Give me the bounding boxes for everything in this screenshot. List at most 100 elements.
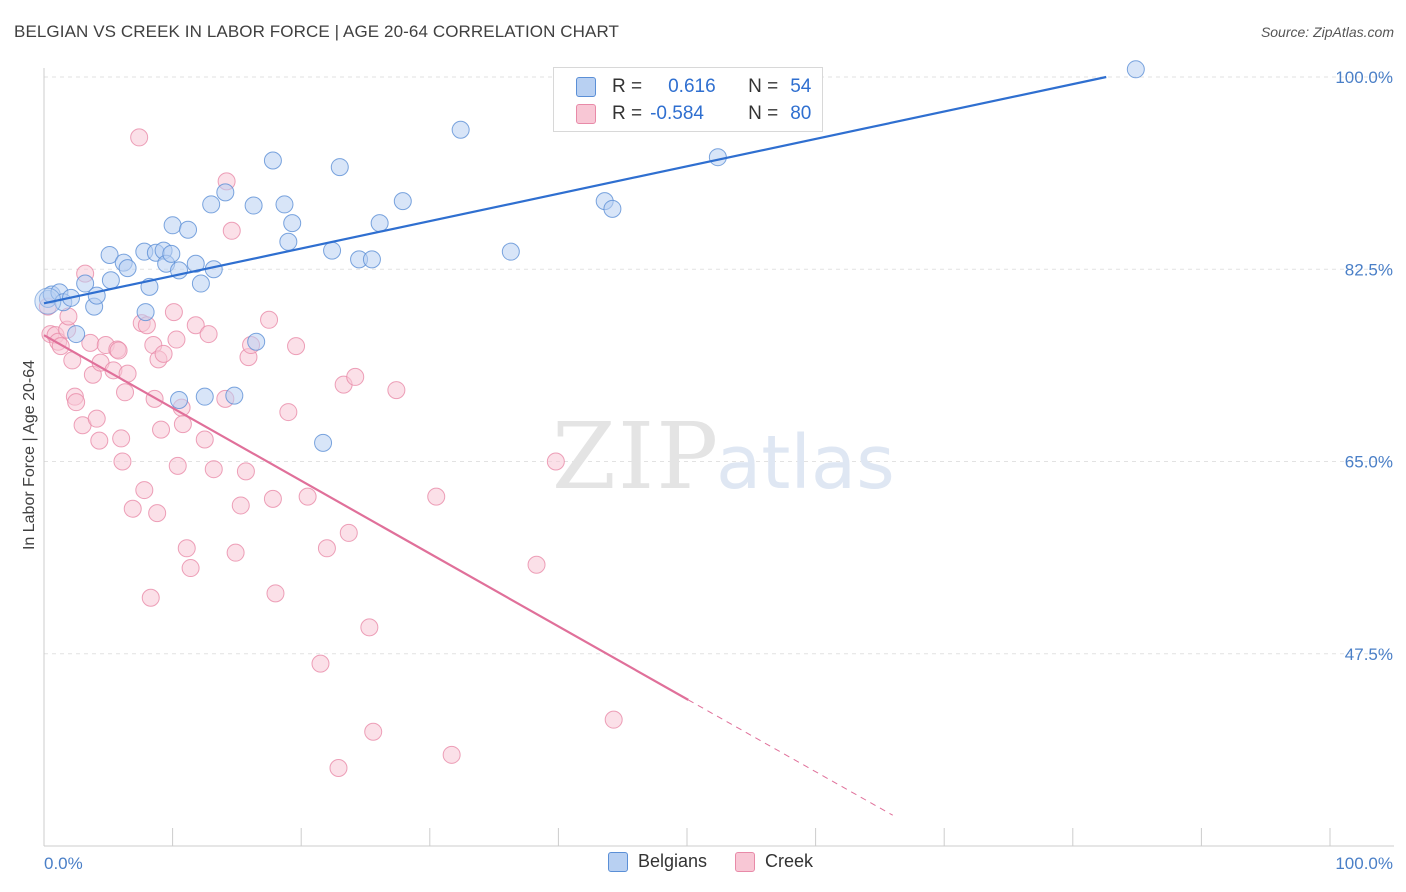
belgians-point [314, 433, 333, 452]
belgians-point [708, 148, 727, 167]
belgians-point [362, 250, 381, 269]
creek-point [231, 496, 250, 515]
creek-point [222, 221, 241, 240]
legend-item-creek: Creek [735, 851, 813, 872]
creek-point [317, 539, 336, 558]
belgians-point [225, 386, 244, 405]
creek-point [260, 310, 279, 329]
belgians-point [170, 390, 189, 409]
belgians-point [216, 183, 235, 202]
creek-point [141, 588, 160, 607]
creek-point [604, 710, 623, 729]
creek-point [279, 403, 298, 422]
creek-point [266, 584, 285, 603]
y-tick-label: 82.5% [1345, 260, 1393, 279]
creek-point [364, 722, 383, 741]
legend-label-creek: Creek [765, 851, 814, 871]
creek-point [123, 499, 142, 518]
creek-legend-swatch [735, 851, 756, 872]
belgians-point [330, 158, 349, 177]
belgians-point [118, 259, 137, 278]
creek-trendline [43, 334, 689, 701]
tick-labels: 100.0% 82.5% 65.0% 47.5% 0.0% 100.0% [44, 68, 1393, 873]
legend-n-label: N = [748, 76, 779, 97]
belgians-point [162, 244, 181, 263]
creek-point [113, 452, 132, 471]
creek-point [311, 654, 330, 673]
creek-point [186, 316, 205, 335]
creek-point [427, 487, 446, 506]
creek-point [173, 415, 192, 434]
belgians-point [275, 195, 294, 214]
series-legend: Belgians Creek [608, 851, 841, 872]
creek-point [135, 481, 154, 500]
creek-point [112, 429, 131, 448]
belgians-point [451, 120, 470, 139]
creek-trendline-extension [688, 699, 894, 816]
belgians-point [283, 214, 302, 233]
belgians-trendline [43, 75, 1107, 305]
belgians-point [247, 332, 266, 351]
y-tick-label: 100.0% [1335, 68, 1393, 87]
belgians-point [100, 245, 119, 264]
y-tick-label: 47.5% [1345, 645, 1393, 664]
belgians-point [202, 195, 221, 214]
creek-point [387, 381, 406, 400]
belgians-points [34, 60, 1145, 452]
belgians-point [191, 274, 210, 293]
creek-point [263, 489, 282, 508]
creek-point [346, 367, 365, 386]
belgians-point [87, 286, 106, 305]
creek-point [148, 504, 167, 523]
trendlines [43, 75, 1107, 816]
creek-point [109, 341, 128, 360]
watermark-zip: ZIP [552, 403, 720, 510]
creek-point [339, 523, 358, 542]
creek-point [87, 409, 106, 428]
creek-point [442, 745, 461, 764]
creek-point [329, 759, 348, 778]
legend-r-value: 0.616 [668, 76, 716, 97]
legend-r-label: R = [612, 76, 643, 97]
creek-point [130, 128, 149, 147]
creek-point [546, 452, 565, 471]
legend-r-value: -0.584 [650, 103, 704, 124]
legend-n-value: 80 [790, 103, 812, 124]
belgians-point [101, 271, 120, 290]
creek-point [116, 383, 135, 402]
creek-point [527, 555, 546, 574]
belgians-point [163, 216, 182, 235]
belgians-point [370, 214, 389, 233]
creek-point [167, 330, 186, 349]
belgians-point [67, 325, 86, 344]
creek-point [226, 543, 245, 562]
belgians-point [323, 241, 342, 260]
creek-point [287, 337, 306, 356]
belgians-point [393, 192, 412, 211]
legend-item-belgians: Belgians [608, 851, 707, 872]
creek-point [152, 420, 171, 439]
belgians-swatch [576, 77, 596, 97]
belgians-point [179, 220, 198, 239]
creek-point [181, 559, 200, 578]
creek-swatch [576, 104, 596, 124]
belgians-point [186, 254, 205, 273]
belgians-point [501, 242, 520, 261]
y-tick-label: 65.0% [1345, 453, 1393, 472]
creek-point [204, 460, 223, 479]
creek-point [199, 325, 218, 344]
legend-label-belgians: Belgians [638, 851, 708, 871]
creek-point [90, 431, 109, 450]
watermark-atlas: atlas [716, 420, 895, 506]
creek-point [67, 393, 86, 412]
creek-point [236, 462, 255, 481]
belgians-point [136, 303, 155, 322]
belgians-point [195, 387, 214, 406]
belgians-cluster-point [34, 287, 62, 315]
belgians-point [279, 232, 298, 251]
correlation-legend: R = 0.616 N = 54 R = -0.584 N = 80 [553, 67, 823, 132]
y-axis-label: In Labor Force | Age 20-64 [21, 360, 38, 550]
creek-point [298, 487, 317, 506]
creek-point [177, 539, 196, 558]
